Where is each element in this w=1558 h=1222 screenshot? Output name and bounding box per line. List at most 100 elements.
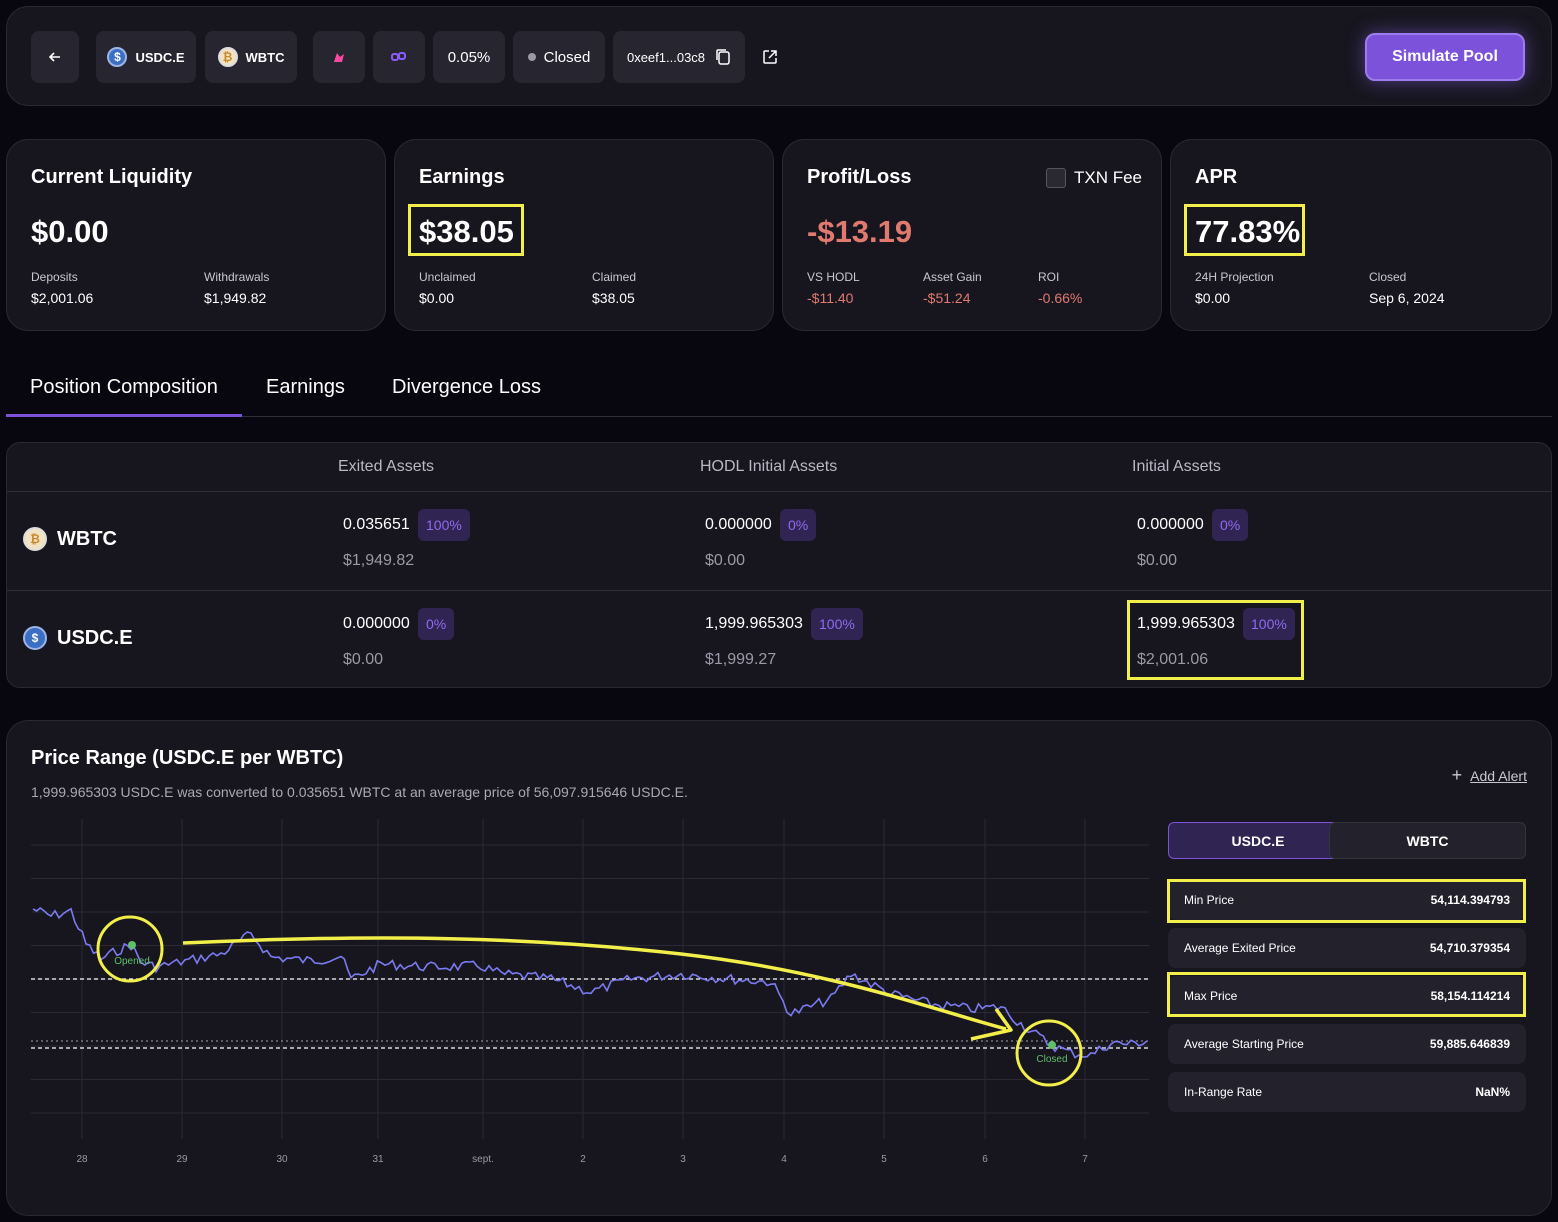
in-range-rate-row: In-Range Rate NaN% (1168, 1072, 1526, 1112)
price-range-title: Price Range (USDC.E per WBTC) (31, 747, 344, 769)
token-a-label: USDC.E (135, 49, 185, 65)
usd-value: $0.00 (705, 552, 746, 569)
x-tick-label: 28 (76, 1154, 88, 1165)
token-usdce-chip[interactable]: $ USDC.E (96, 31, 196, 83)
asset-name: USDC.E (57, 626, 133, 649)
arrow-left-icon (48, 52, 60, 62)
conversion-description: 1,999.965303 USDC.E was converted to 0.0… (31, 784, 688, 800)
x-tick-label: sept. (472, 1154, 494, 1165)
earnings-value: $38.05 (419, 214, 514, 249)
opened-label: Opened (114, 956, 150, 967)
withdrawals-label: Withdrawals (204, 270, 270, 284)
deposits-label: Deposits (31, 270, 78, 284)
apr-value: 77.83% (1195, 214, 1301, 249)
toggle-usdce[interactable]: USDC.E (1168, 822, 1348, 859)
add-alert-link[interactable]: + Add Alert (1452, 765, 1527, 786)
chain-button[interactable] (373, 31, 425, 83)
btc-coin-icon: ₿ (217, 47, 238, 67)
tab-earnings[interactable]: Earnings (266, 376, 345, 398)
tabs-divider (6, 416, 1552, 417)
asset-name: WBTC (57, 527, 117, 550)
max-price-row: Max Price 58,154.114214 (1168, 976, 1526, 1016)
usd-value: $0.00 (1137, 552, 1178, 569)
usd-value: $1,999.27 (705, 651, 777, 668)
txn-fee-toggle[interactable]: TXN Fee (1046, 168, 1142, 188)
amount: 1,999.965303 (705, 615, 803, 632)
liquidity-value: $0.00 (31, 214, 109, 249)
header-initial-assets: Initial Assets (1132, 458, 1221, 475)
highlight-box (408, 204, 524, 256)
annotation-arrowhead (970, 1007, 1013, 1041)
amount: 0.000000 (343, 615, 410, 632)
checkbox[interactable] (1046, 168, 1066, 188)
closed-label: Closed (1036, 1054, 1067, 1065)
pnl-value: -$13.19 (807, 214, 913, 249)
price-range-panel: Price Range (USDC.E per WBTC) 1,999.9653… (6, 720, 1552, 1216)
usd-value: $1,949.82 (343, 552, 415, 569)
header-exited-assets: Exited Assets (338, 458, 435, 475)
amount: 0.000000 (1137, 516, 1204, 533)
usdc-coin-icon: $ (107, 47, 128, 67)
percent-badge: 0% (1212, 509, 1249, 541)
plus-icon: + (1451, 765, 1463, 785)
percent-badge: 100% (811, 608, 863, 640)
copy-icon[interactable] (715, 48, 731, 66)
claimed-label: Claimed (592, 270, 637, 284)
pool-header-bar: $ USDC.E ₿ WBTC 0.05% Closed 0xeef1...03… (6, 6, 1552, 106)
active-tab-indicator (6, 414, 242, 417)
status-badge: Closed (513, 31, 605, 83)
percent-badge: 0% (780, 509, 817, 541)
usdc-coin-icon: $ (23, 626, 47, 650)
vs-hodl-value: -$11.40 (807, 290, 854, 306)
polygon-icon (391, 52, 406, 61)
unclaimed-label: Unclaimed (419, 270, 476, 284)
price-chart[interactable]: 28 29 30 31 sept. 2 3 4 5 6 7 Opened Closed (31, 819, 1149, 1171)
card-title: Earnings (419, 166, 505, 188)
add-alert-label: Add Alert (1470, 767, 1527, 784)
apr-card: APR 77.83% 24H Projection $0.00 Closed S… (1170, 139, 1552, 331)
usd-value: $2,001.06 (1137, 651, 1209, 668)
token-wbtc-chip[interactable]: ₿ WBTC (205, 31, 297, 83)
avg-starting-price-row: Average Starting Price 59,885.646839 (1168, 1024, 1526, 1064)
txn-fee-label: TXN Fee (1074, 168, 1143, 187)
vs-hodl-label: VS HODL (807, 270, 860, 284)
x-tick-label: 4 (781, 1154, 787, 1165)
claimed-value: $38.05 (592, 290, 635, 306)
highlight-box (1127, 600, 1304, 680)
x-tick-label: 31 (372, 1154, 384, 1165)
tab-divergence-loss[interactable]: Divergence Loss (392, 376, 541, 398)
unicorn-icon (334, 53, 344, 62)
row-divider (7, 491, 1551, 492)
table-row-usdce-asset: $ USDC.E (23, 626, 133, 650)
x-tick-label: 3 (680, 1154, 686, 1165)
address-copy-button[interactable]: 0xeef1...03c8 (613, 31, 745, 83)
token-b-label: WBTC (245, 49, 285, 65)
card-title: APR (1195, 166, 1238, 188)
asset-gain-label: Asset Gain (923, 270, 982, 284)
status-label: Closed (543, 48, 591, 66)
external-link-icon[interactable] (761, 48, 779, 66)
roi-value: -0.66% (1038, 290, 1083, 306)
toggle-wbtc[interactable]: WBTC (1329, 822, 1526, 859)
percent-badge: 100% (1243, 608, 1295, 640)
x-tick-label: 5 (881, 1154, 887, 1165)
annotation-arrow (182, 936, 1007, 1031)
back-button[interactable] (31, 31, 79, 83)
table-row-wbtc-asset: ₿ WBTC (23, 527, 117, 551)
usd-value: $0.00 (343, 651, 384, 668)
simulate-pool-button[interactable]: Simulate Pool (1365, 33, 1525, 81)
annotation-circle (96, 915, 164, 983)
uniswap-button[interactable] (313, 31, 365, 83)
highlight-box (1167, 879, 1526, 923)
tab-position-composition[interactable]: Position Composition (30, 376, 218, 398)
min-price-row: Min Price 54,114.394793 (1168, 880, 1526, 920)
annotation-circle (1015, 1019, 1083, 1087)
highlight-box (1184, 204, 1305, 256)
price-line (32, 906, 1148, 1059)
x-tick-label: 2 (580, 1154, 586, 1165)
pool-address: 0xeef1...03c8 (626, 49, 706, 65)
x-tick-label: 7 (1082, 1154, 1088, 1165)
row-divider (7, 590, 1551, 591)
highlight-box (1167, 972, 1526, 1017)
amount: 0.000000 (705, 516, 772, 533)
